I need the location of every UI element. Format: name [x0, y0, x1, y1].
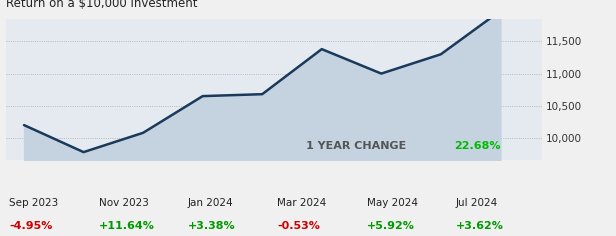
Text: Sep 2023: Sep 2023: [9, 198, 59, 208]
Text: May 2024: May 2024: [367, 198, 418, 208]
Text: Nov 2023: Nov 2023: [99, 198, 148, 208]
Text: -4.95%: -4.95%: [9, 221, 52, 231]
Text: +3.38%: +3.38%: [188, 221, 235, 231]
Text: -0.53%: -0.53%: [277, 221, 320, 231]
Text: +5.92%: +5.92%: [367, 221, 415, 231]
Text: Return on a $10,000 investment: Return on a $10,000 investment: [6, 0, 198, 10]
Text: +3.62%: +3.62%: [456, 221, 504, 231]
Text: Jul 2024: Jul 2024: [456, 198, 498, 208]
Text: $11,975: $11,975: [0, 235, 1, 236]
Text: Mar 2024: Mar 2024: [277, 198, 326, 208]
Text: +11.64%: +11.64%: [99, 221, 155, 231]
Text: 22.68%: 22.68%: [453, 141, 500, 151]
Text: Jan 2024: Jan 2024: [188, 198, 233, 208]
Text: 1 YEAR CHANGE: 1 YEAR CHANGE: [306, 141, 415, 151]
